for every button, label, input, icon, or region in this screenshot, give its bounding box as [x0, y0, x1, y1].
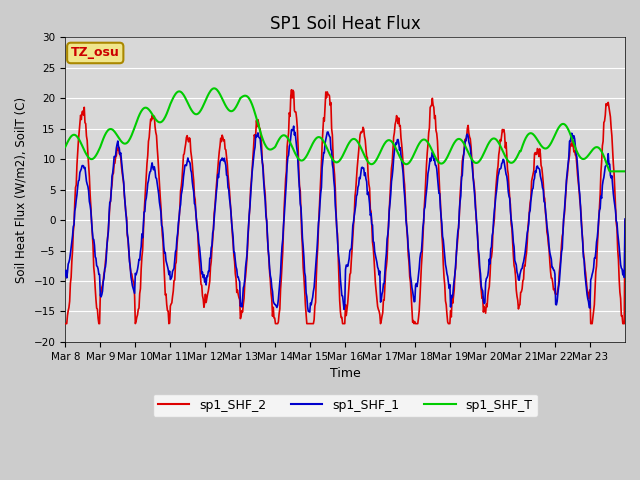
X-axis label: Time: Time	[330, 367, 360, 380]
Title: SP1 Soil Heat Flux: SP1 Soil Heat Flux	[270, 15, 420, 33]
Text: TZ_osu: TZ_osu	[71, 47, 120, 60]
Y-axis label: Soil Heat Flux (W/m2), SoilT (C): Soil Heat Flux (W/m2), SoilT (C)	[15, 96, 28, 283]
Legend: sp1_SHF_2, sp1_SHF_1, sp1_SHF_T: sp1_SHF_2, sp1_SHF_1, sp1_SHF_T	[152, 394, 538, 417]
